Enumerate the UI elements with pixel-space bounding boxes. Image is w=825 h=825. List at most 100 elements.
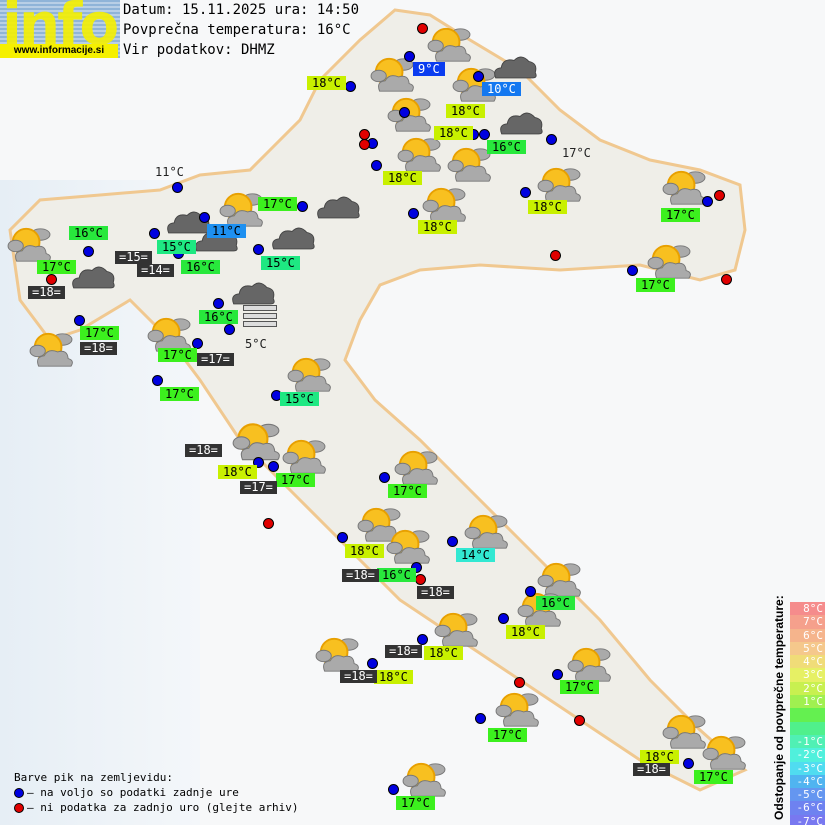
station-dot-ok[interactable] [345,81,356,92]
partly-cloudy-icon [645,242,693,282]
logo-url[interactable]: www.informacije.si [0,44,118,58]
station-dot-missing[interactable] [359,139,370,150]
temperature-label: 17°C [158,348,197,362]
station-dot-missing[interactable] [415,574,426,585]
station-dot-ok[interactable] [404,51,415,62]
scale-step: 2°C [790,681,825,696]
station-dot-missing[interactable] [721,274,732,285]
station-dot-ok[interactable] [683,758,694,769]
station-dot-missing[interactable] [574,715,585,726]
station-dot-missing[interactable] [550,250,561,261]
station-dot-ok[interactable] [213,298,224,309]
station-dot-ok[interactable] [411,562,422,573]
fog-icon [243,305,277,329]
data-source: Vir podatkov: DHMZ [123,42,275,58]
temperature-label: 18°C [418,220,457,234]
station-dot-ok[interactable] [83,246,94,257]
partly-cloudy-icon [285,355,333,395]
temperature-label: 17°C [694,770,733,784]
station-dot-ok[interactable] [447,536,458,547]
date-line: Datum: 15.11.2025 ura: 14:50 [123,2,360,18]
temperature-label: 17°C [396,796,435,810]
temperature-label: 17°C [37,260,76,274]
scale-step: 6°C [790,628,825,642]
red-dot-icon [14,803,24,813]
station-dot-ok[interactable] [498,613,509,624]
partly-cloudy-icon [420,185,468,225]
partly-cloudy-icon [395,135,443,175]
station-dot-ok[interactable] [268,461,279,472]
station-dot-ok[interactable] [627,265,638,276]
temperature-label: 17°C [80,326,119,340]
logo[interactable]: info www.informacije.si [0,0,120,58]
temperature-label: 17°C [560,680,599,694]
legend-ok: – na voljo so podatki zadnje ure [27,786,239,799]
station-dot-ok[interactable] [475,713,486,724]
station-dot-ok[interactable] [253,457,264,468]
partly-cloudy-icon [5,225,53,265]
station-dot-ok[interactable] [473,71,484,82]
station-dot-ok[interactable] [371,160,382,171]
scale-step: -6°C [790,801,825,815]
station-dot-ok[interactable] [192,338,203,349]
station-dot-ok[interactable] [417,634,428,645]
station-dot-missing[interactable] [714,190,725,201]
station-dot-ok[interactable] [149,228,160,239]
station-dot-missing[interactable] [263,518,274,529]
scale-step [790,721,825,735]
temperature-label: 18°C [424,646,463,660]
station-dot-ok[interactable] [520,187,531,198]
station-dot-ok[interactable] [199,212,210,223]
station-dot-ok[interactable] [224,324,235,335]
station-dot-ok[interactable] [152,375,163,386]
station-dot-ok[interactable] [367,658,378,669]
station-dot-ok[interactable] [253,244,264,255]
temperature-label: 18°C [434,126,473,140]
partly-cloudy-icon [445,145,493,185]
station-dot-ok[interactable] [399,107,410,118]
sea-temperature-label: =18= [417,586,454,599]
cloudy-icon [315,192,361,220]
station-dot-missing[interactable] [417,23,428,34]
sea-temperature-label: =18= [80,342,117,355]
sea-temperature-label: =17= [240,481,277,494]
plain-temperature-label: 17°C [562,146,591,160]
partly-cloudy-icon [392,448,440,488]
station-dot-ok[interactable] [337,532,348,543]
scale-step: 4°C [790,655,825,669]
temperature-label: 18°C [218,465,257,479]
temperature-label: 18°C [374,670,413,684]
station-dot-ok[interactable] [408,208,419,219]
cloudy-icon [498,108,544,136]
temperature-label: 18°C [528,200,567,214]
station-dot-missing[interactable] [46,274,57,285]
temperature-label: 18°C [506,625,545,639]
station-dot-ok[interactable] [74,315,85,326]
scale-step [790,708,825,722]
partly-cloudy-icon [280,437,328,477]
partly-cloudy-icon [384,527,432,567]
scale-step: 3°C [790,668,825,682]
sea-temperature-label: =14= [137,264,174,277]
station-dot-ok[interactable] [525,586,536,597]
station-dot-ok[interactable] [702,196,713,207]
sea-temperature-label: =15= [115,251,152,264]
station-dot-ok[interactable] [297,201,308,212]
temperature-label: 15°C [280,392,319,406]
blue-dot-icon [14,788,24,798]
station-dot-ok[interactable] [479,129,490,140]
station-dot-ok[interactable] [552,669,563,680]
station-dot-ok[interactable] [546,134,557,145]
legend-missing: – ni podatka za zadnjo uro (glejte arhiv… [27,801,299,814]
station-dot-ok[interactable] [379,472,390,483]
sea-temperature-label: =18= [340,670,377,683]
plain-temperature-label: 5°C [245,337,267,351]
temperature-label: 18°C [383,171,422,185]
legend-title: Barve pik na zemljevidu: [14,771,173,784]
cloudy-icon [230,278,276,306]
station-dot-missing[interactable] [514,677,525,688]
station-dot-ok[interactable] [388,784,399,795]
partly-cloudy-icon [425,25,473,65]
station-dot-ok[interactable] [172,182,183,193]
